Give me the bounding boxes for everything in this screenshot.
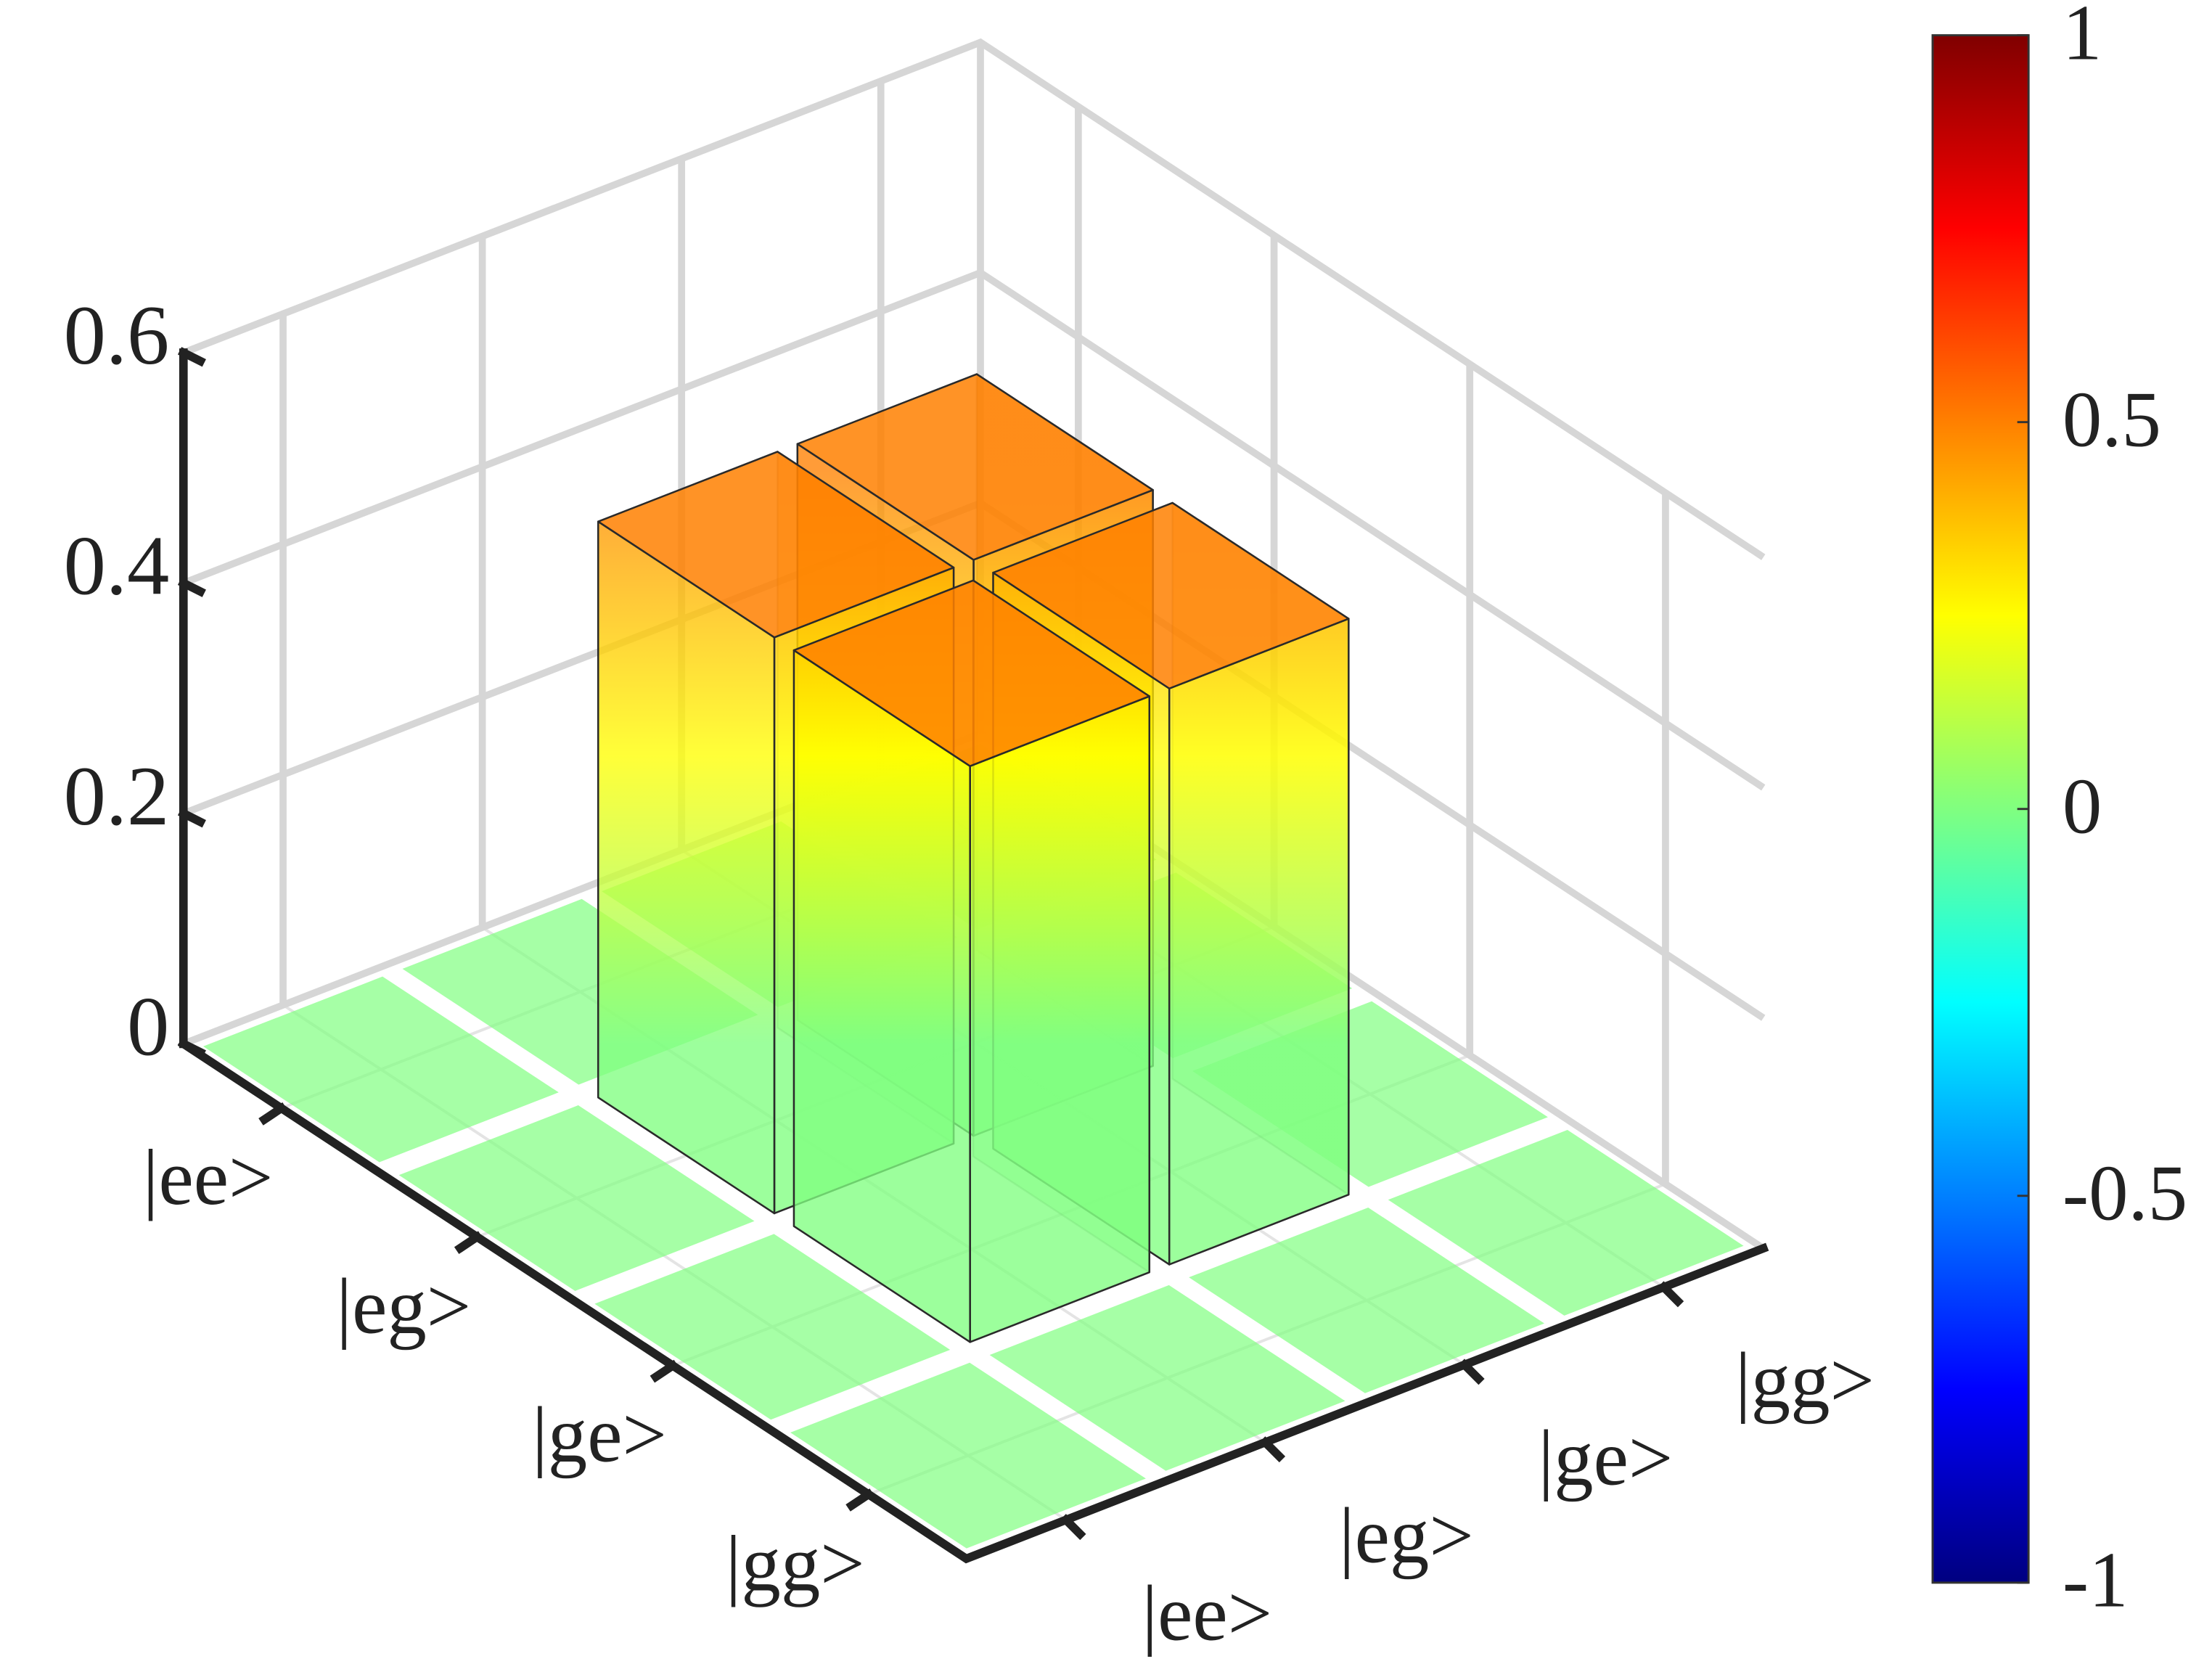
bar-top [796,373,1154,561]
bar [203,976,559,1163]
bar [792,579,1151,1343]
column-label: |ge> [1538,1414,1673,1502]
bar-top [1388,1130,1744,1316]
bar-top [1189,1207,1545,1393]
colorbar [1931,34,2030,1584]
bar-top [992,501,1350,690]
column-label: |ee> [1142,1569,1272,1657]
z-tick [177,808,206,828]
bar-top [790,1362,1146,1549]
bar-top [203,976,559,1163]
bar-top [597,451,955,639]
bar [989,1284,1345,1471]
column-label: |gg> [1735,1337,1875,1425]
colorbar-tick-label: 1 [2063,0,2102,76]
row-label: |eg> [336,1262,471,1350]
column-tick [1658,1281,1684,1308]
z-tick-label: 0.2 [64,750,170,843]
bar-top [989,1284,1345,1471]
bar [1189,1207,1545,1393]
row-tick [454,1231,483,1255]
bar [1388,1130,1744,1316]
colorbar-tick-label: 0 [2063,762,2102,850]
colorbar-tick-label: -1 [2063,1536,2129,1624]
bar-top [398,1105,755,1291]
row-tick [845,1488,874,1512]
column-tick [1458,1359,1485,1385]
z-tick-label: 0.6 [64,289,170,382]
bar-top [792,579,1151,767]
column-label: |eg> [1339,1491,1474,1579]
row-tick [650,1359,679,1383]
row-label: |ge> [532,1391,667,1479]
bar-side [1168,618,1350,1266]
z-tick [177,577,206,597]
row-tick [258,1102,287,1126]
bar-front [597,520,776,1215]
z-tick-label: 0.4 [64,520,170,613]
column-tick [1259,1436,1286,1463]
row-label: |gg> [726,1520,865,1607]
bar [594,1234,951,1420]
row-label: |ee> [143,1134,274,1221]
bar [398,1105,755,1291]
bar [790,1362,1146,1549]
bar-top [594,1234,951,1420]
bar-front [792,649,971,1343]
floor-axis [177,1038,1769,1564]
column-tick [1060,1514,1086,1541]
z-tick [177,347,206,367]
bar-side [969,695,1151,1343]
z-tick-label: 0 [127,980,169,1073]
colorbar-tick-label: -0.5 [2063,1150,2187,1237]
colorbar-tick-label: 0.5 [2063,375,2161,463]
